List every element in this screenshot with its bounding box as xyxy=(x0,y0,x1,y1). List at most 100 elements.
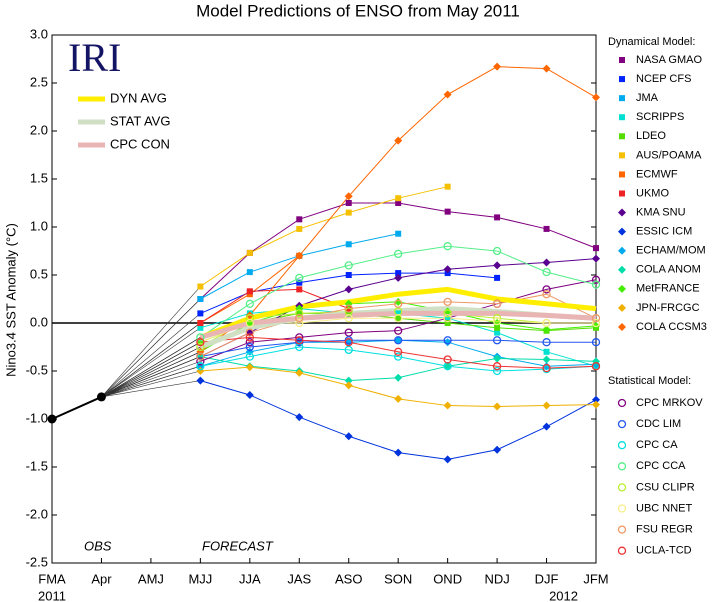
connector xyxy=(101,380,201,398)
marker xyxy=(395,200,402,206)
marker xyxy=(246,249,253,256)
marker xyxy=(444,315,451,322)
marker xyxy=(394,249,403,259)
marker xyxy=(344,285,353,294)
marker xyxy=(196,333,205,342)
y-tick-label: 0.5 xyxy=(30,266,48,281)
marker xyxy=(296,310,303,317)
marker xyxy=(443,401,452,410)
marker xyxy=(443,309,452,318)
legend-marker xyxy=(618,246,626,255)
marker xyxy=(345,310,352,317)
marker xyxy=(591,280,601,289)
legend-marker xyxy=(618,322,626,331)
year-label: 2012 xyxy=(549,588,578,602)
y-tick-label: 2.5 xyxy=(30,74,48,89)
marker xyxy=(492,316,502,326)
marker xyxy=(245,314,254,323)
marker xyxy=(245,318,254,328)
marker xyxy=(394,448,403,457)
marker xyxy=(246,269,253,276)
marker xyxy=(344,345,353,355)
marker xyxy=(394,352,403,361)
marker xyxy=(494,274,501,281)
y-tick-label: 1.0 xyxy=(30,218,48,233)
marker xyxy=(295,251,304,260)
x-tick-label: Apr xyxy=(91,571,112,586)
legend-title: Statistical Model: xyxy=(608,375,691,387)
marker xyxy=(542,401,551,410)
marker xyxy=(344,376,353,385)
marker xyxy=(542,64,551,73)
marker xyxy=(443,297,452,307)
legend-label: AUS/POAMA xyxy=(636,149,702,161)
marker xyxy=(245,333,254,342)
y-tick-label: 1.5 xyxy=(30,170,48,185)
marker xyxy=(592,254,600,263)
observed-point xyxy=(47,414,57,424)
legend-label: DYN AVG xyxy=(110,90,167,105)
connector xyxy=(101,370,201,398)
marker xyxy=(443,265,452,274)
marker xyxy=(395,310,402,317)
marker xyxy=(443,242,452,251)
marker xyxy=(197,296,204,302)
marker xyxy=(395,270,402,277)
y-tick-label: -0.5 xyxy=(26,362,48,377)
x-tick-label: SON xyxy=(384,571,412,586)
marker xyxy=(296,216,303,223)
marker xyxy=(543,348,550,355)
marker xyxy=(295,368,304,377)
year-label: 2011 xyxy=(38,588,66,602)
marker xyxy=(443,307,452,316)
legend-label: LDEO xyxy=(636,130,666,142)
marker xyxy=(295,273,304,283)
legend-marker xyxy=(619,133,625,140)
legend-label: ECHAM/MOM xyxy=(636,245,706,257)
legend-marker xyxy=(617,546,627,555)
marker xyxy=(542,267,551,277)
y-tick-label: -1.5 xyxy=(26,458,48,473)
marker xyxy=(295,336,304,345)
marker xyxy=(196,338,205,347)
marker xyxy=(593,245,599,252)
logo: IRI xyxy=(68,35,121,80)
marker xyxy=(344,338,353,347)
marker xyxy=(197,283,204,290)
marker xyxy=(345,209,352,216)
marker xyxy=(494,324,501,331)
legend-label: NASA GMAO xyxy=(636,54,702,66)
plot-frame xyxy=(51,34,597,564)
marker xyxy=(443,362,452,371)
legend-label: CPC CCA xyxy=(636,460,686,472)
legend-marker xyxy=(619,95,625,102)
x-tick-label: DJF xyxy=(535,571,559,586)
marker xyxy=(591,318,601,328)
marker xyxy=(196,376,205,385)
y-tick-label: 3.0 xyxy=(30,26,48,41)
marker xyxy=(344,432,353,441)
legend-label: COLA CCSM3 xyxy=(636,321,707,333)
x-tick-label: NDJ xyxy=(484,571,509,586)
marker xyxy=(493,445,502,454)
marker xyxy=(197,320,204,326)
connector xyxy=(101,286,201,398)
legend-label: MetFRANCE xyxy=(636,283,700,295)
marker xyxy=(344,328,353,337)
marker xyxy=(197,310,204,317)
connector xyxy=(101,327,201,398)
marker xyxy=(344,304,353,313)
connector xyxy=(101,313,201,398)
legend-marker xyxy=(617,504,627,513)
y-tick-label: -1.0 xyxy=(26,410,48,425)
model-line xyxy=(200,346,597,372)
marker xyxy=(344,338,353,347)
legend-marker xyxy=(619,57,625,63)
legend-label: UKMO xyxy=(636,187,669,199)
connector xyxy=(101,341,201,398)
marker xyxy=(395,315,402,322)
marker xyxy=(394,314,403,323)
y-tick-label: -2.0 xyxy=(26,506,48,521)
legend-marker xyxy=(618,227,626,236)
marker xyxy=(542,355,551,364)
